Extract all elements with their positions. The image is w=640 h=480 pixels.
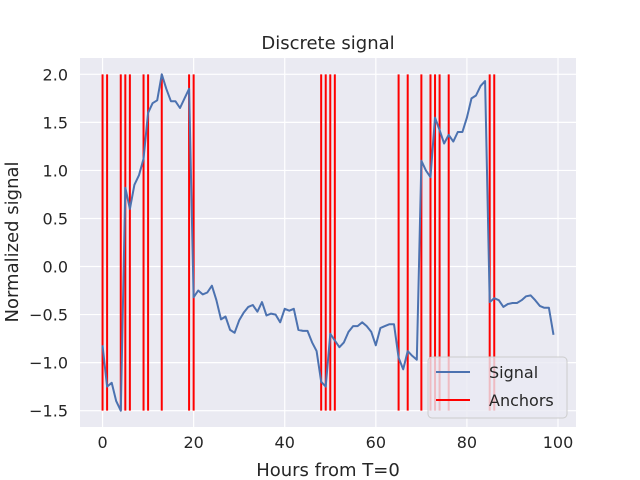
x-tick-label: 20: [183, 433, 203, 452]
x-tick-label: 80: [457, 433, 477, 452]
y-tick-label: 1.0: [43, 161, 68, 180]
y-axis-ticks: −1.5 −1.0 −0.5 0.0 0.5 1.0 1.5 2.0: [29, 65, 68, 420]
y-tick-label: 0.0: [43, 258, 68, 277]
legend: Signal Anchors: [427, 356, 568, 419]
x-axis-ticks: 0 20 40 60 80 100: [97, 433, 573, 452]
y-tick-label: −1.5: [29, 402, 68, 421]
anchor-lines: [101, 74, 496, 411]
y-tick-label: −1.0: [29, 354, 68, 373]
x-tick-label: 60: [366, 433, 386, 452]
y-tick-label: 0.5: [43, 209, 68, 228]
x-tick-label: 0: [97, 433, 107, 452]
legend-anchors-label: Anchors: [489, 391, 554, 410]
signal-line: [101, 73, 555, 412]
y-axis-label: Normalized signal: [2, 161, 23, 322]
legend-signal-label: Signal: [489, 363, 538, 382]
x-tick-label: 100: [543, 433, 574, 452]
y-tick-label: 1.5: [43, 113, 68, 132]
y-tick-label: 2.0: [43, 65, 68, 84]
chart-title: Discrete signal: [261, 33, 394, 54]
x-tick-label: 40: [275, 433, 295, 452]
x-axis-label: Hours from T=0: [256, 460, 400, 480]
y-tick-label: −0.5: [29, 306, 68, 325]
signal-series: [101, 73, 555, 412]
